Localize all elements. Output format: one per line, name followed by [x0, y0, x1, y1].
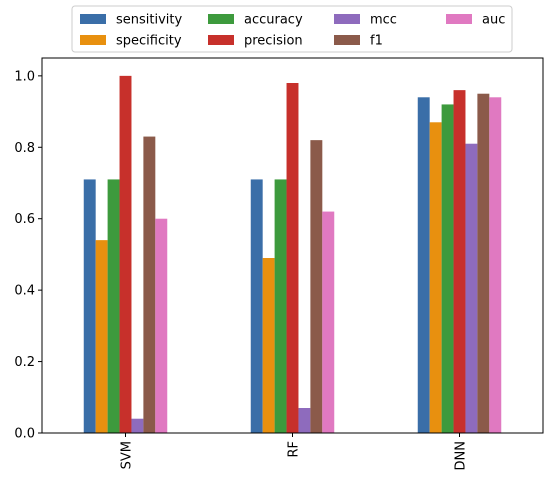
legend-swatch-accuracy: [208, 14, 234, 24]
legend-label-auc: auc: [482, 13, 505, 28]
bar-dnn-auc: [489, 97, 502, 433]
legend-label-sensitivity: sensitivity: [116, 13, 183, 28]
bar-dnn-accuracy: [441, 104, 454, 434]
y-tick-label: 0.2: [14, 355, 35, 370]
bar-svm-sensitivity: [83, 179, 96, 433]
bar-rf-auc: [322, 211, 335, 433]
y-tick-label: 0.4: [14, 284, 35, 299]
bar-svm-precision: [119, 75, 132, 434]
y-tick-label: 0.6: [14, 212, 35, 227]
bar-rf-sensitivity: [250, 179, 263, 433]
legend-label-specificity: specificity: [116, 34, 182, 49]
bar-dnn-precision: [453, 90, 466, 433]
legend-label-mcc: mcc: [370, 13, 397, 28]
bar-dnn-specificity: [429, 122, 442, 433]
bars-group: [83, 75, 502, 434]
x-tick-label-rf: RF: [287, 441, 302, 458]
x-tick-label-svm: SVM: [120, 441, 135, 469]
bar-dnn-f1: [477, 93, 490, 434]
y-axis: 0.0 0.2 0.4 0.6 0.8 1.0: [14, 69, 42, 442]
legend-label-f1: f1: [370, 34, 383, 49]
legend-swatch-f1: [334, 35, 360, 45]
bar-rf-specificity: [262, 258, 275, 433]
legend-swatch-precision: [208, 35, 234, 45]
bar-svm-mcc: [131, 418, 144, 433]
bar-rf-mcc: [298, 408, 311, 433]
legend-frame: [71, 5, 513, 53]
legend-swatch-specificity: [80, 35, 106, 45]
legend-label-precision: precision: [244, 34, 303, 49]
bar-rf-accuracy: [274, 179, 287, 433]
legend-swatch-mcc: [334, 14, 360, 24]
y-tick-label: 0.8: [14, 141, 35, 156]
bar-dnn-sensitivity: [417, 97, 430, 433]
x-tick-label-dnn: DNN: [454, 441, 469, 470]
bar-svm-specificity: [95, 240, 108, 433]
bar-svm-accuracy: [107, 179, 120, 433]
y-tick-label: 1.0: [14, 69, 35, 84]
bar-dnn-mcc: [465, 143, 478, 433]
legend-swatch-sensitivity: [80, 14, 106, 24]
bar-rf-f1: [310, 140, 323, 433]
legend: sensitivity specificity accuracy precision m…: [71, 5, 513, 53]
y-tick-label: 0.0: [14, 427, 35, 442]
x-axis: SVM RF DNN: [120, 433, 469, 470]
bar-svm-f1: [143, 136, 156, 433]
legend-label-accuracy: accuracy: [244, 13, 303, 28]
bar-svm-auc: [155, 218, 168, 433]
legend-swatch-auc: [446, 14, 472, 24]
bar-rf-precision: [286, 83, 299, 433]
